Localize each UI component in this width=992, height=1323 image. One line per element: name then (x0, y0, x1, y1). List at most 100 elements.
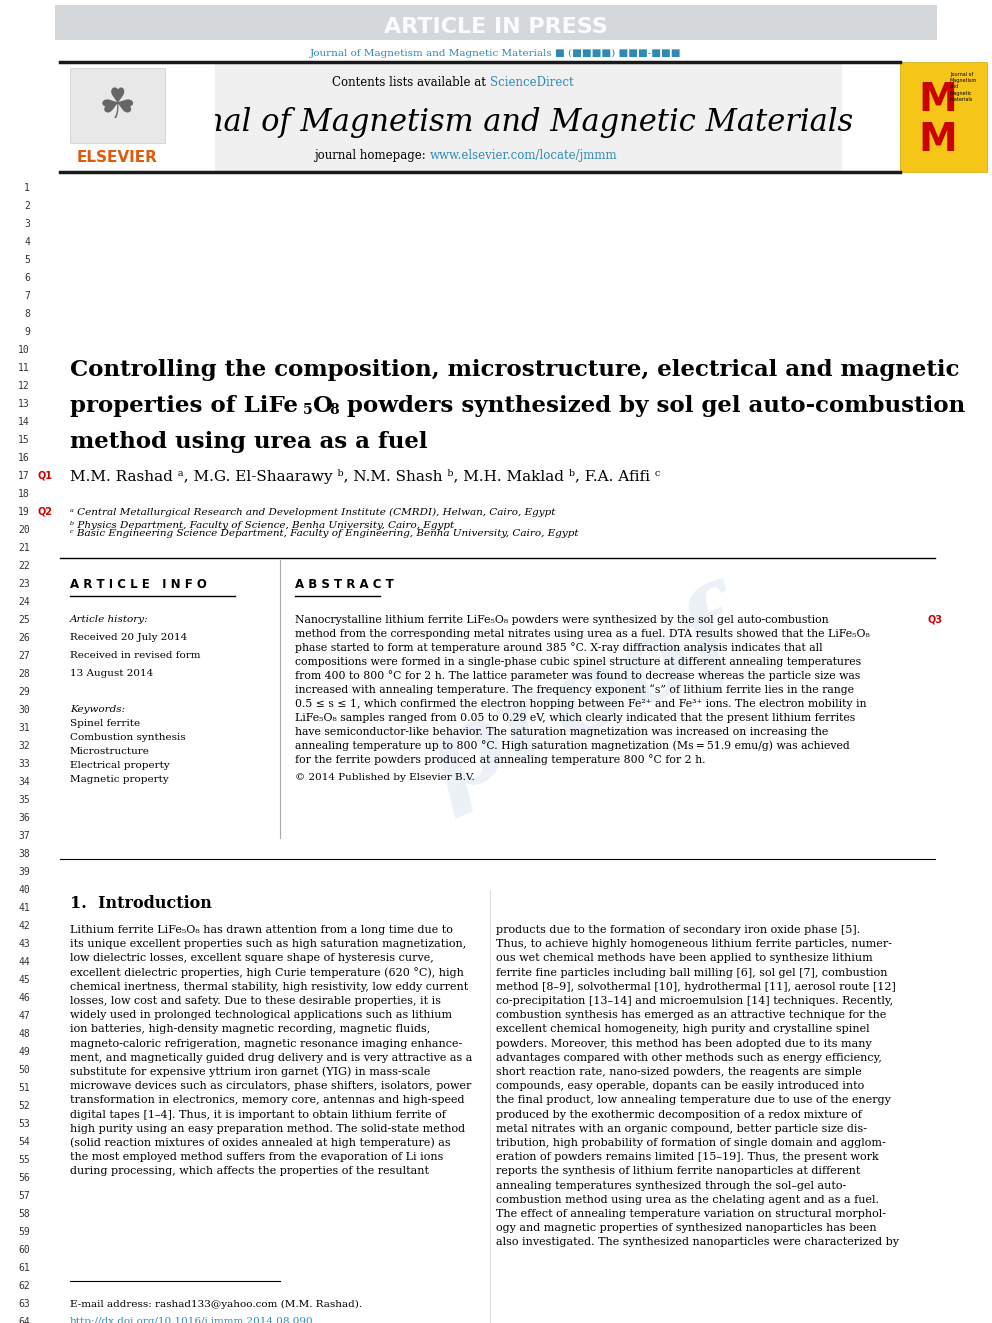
Text: 7: 7 (24, 291, 30, 302)
Text: 49: 49 (18, 1046, 30, 1057)
Text: M.M. Rashad ᵃ, M.G. El-Shaarawy ᵇ, N.M. Shash ᵇ, M.H. Maklad ᵇ, F.A. Afifi ᶜ: M.M. Rashad ᵃ, M.G. El-Shaarawy ᵇ, N.M. … (70, 468, 660, 483)
Text: excellent chemical homogeneity, high purity and crystalline spinel: excellent chemical homogeneity, high pur… (496, 1024, 870, 1035)
Text: 54: 54 (18, 1136, 30, 1147)
Bar (55, 5, 937, 40)
Text: 1.  Introduction: 1. Introduction (70, 894, 212, 912)
Text: M: M (918, 81, 956, 119)
Text: digital tapes [1–4]. Thus, it is important to obtain lithium ferrite of: digital tapes [1–4]. Thus, it is importa… (70, 1110, 445, 1119)
Text: also investigated. The synthesized nanoparticles were characterized by: also investigated. The synthesized nanop… (496, 1237, 899, 1248)
Text: ☘: ☘ (98, 85, 136, 127)
Text: Keywords:: Keywords: (70, 705, 125, 714)
Text: 64: 64 (18, 1316, 30, 1323)
Text: 42: 42 (18, 921, 30, 931)
Text: 24: 24 (18, 597, 30, 607)
Text: the most employed method suffers from the evaporation of Li ions: the most employed method suffers from th… (70, 1152, 443, 1162)
Text: microwave devices such as circulators, phase shifters, isolators, power: microwave devices such as circulators, p… (70, 1081, 471, 1091)
Text: Magnetic property: Magnetic property (70, 775, 169, 785)
Text: Lithium ferrite LiFe₅O₈ has drawn attention from a long time due to: Lithium ferrite LiFe₅O₈ has drawn attent… (70, 925, 453, 935)
Text: increased with annealing temperature. The frequency exponent “s” of lithium ferr: increased with annealing temperature. Th… (295, 684, 854, 696)
Text: 10: 10 (18, 345, 30, 355)
Text: proof: proof (407, 581, 753, 819)
Text: compositions were formed in a single-phase cubic spinel structure at different a: compositions were formed in a single-pha… (295, 658, 861, 667)
Text: O: O (313, 396, 333, 417)
Text: 30: 30 (18, 705, 30, 714)
Text: properties of LiFe: properties of LiFe (70, 396, 298, 417)
Text: 15: 15 (18, 435, 30, 445)
Text: 39: 39 (18, 867, 30, 877)
Text: ion batteries, high-density magnetic recording, magnetic fluids,: ion batteries, high-density magnetic rec… (70, 1024, 431, 1035)
Text: for the ferrite powders produced at annealing temperature 800 °C for 2 h.: for the ferrite powders produced at anne… (295, 754, 705, 766)
Text: 22: 22 (18, 561, 30, 572)
Text: 27: 27 (18, 651, 30, 662)
Text: tribution, high probability of formation of single domain and agglom-: tribution, high probability of formation… (496, 1138, 886, 1148)
Text: 35: 35 (18, 795, 30, 804)
Text: widely used in prolonged technological applications such as lithium: widely used in prolonged technological a… (70, 1011, 452, 1020)
Text: Journal of Magnetism and Magnetic Materials: Journal of Magnetism and Magnetic Materi… (139, 106, 853, 138)
Text: Thus, to achieve highly homogeneous lithium ferrite particles, numer-: Thus, to achieve highly homogeneous lith… (496, 939, 892, 949)
Text: ous wet chemical methods have been applied to synthesize lithium: ous wet chemical methods have been appli… (496, 954, 873, 963)
Text: 13: 13 (18, 400, 30, 409)
Text: Received in revised form: Received in revised form (70, 651, 200, 660)
Text: E-mail address: rashad133@yahoo.com (M.M. Rashad).: E-mail address: rashad133@yahoo.com (M.M… (70, 1299, 362, 1308)
Text: 26: 26 (18, 632, 30, 643)
Text: 43: 43 (18, 939, 30, 949)
Text: 32: 32 (18, 741, 30, 751)
Text: 25: 25 (18, 615, 30, 624)
Text: 47: 47 (18, 1011, 30, 1021)
Text: LiFe₅O₈ samples ranged from 0.05 to 0.29 eV, which clearly indicated that the pr: LiFe₅O₈ samples ranged from 0.05 to 0.29… (295, 713, 855, 722)
Bar (900, 62, 987, 172)
Bar (70, 67, 165, 143)
Text: Spinel ferrite: Spinel ferrite (70, 720, 140, 729)
Text: ment, and magnetically guided drug delivery and is very attractive as a: ment, and magnetically guided drug deliv… (70, 1053, 472, 1062)
Text: method using urea as a fuel: method using urea as a fuel (70, 431, 428, 452)
Text: the final product, low annealing temperature due to use of the energy: the final product, low annealing tempera… (496, 1095, 891, 1106)
Text: annealing temperature up to 800 °C. High saturation magnetization (Ms = 51.9 emu: annealing temperature up to 800 °C. High… (295, 741, 850, 751)
Text: 4: 4 (24, 237, 30, 247)
Text: method [8–9], solvothermal [10], hydrothermal [11], aerosol route [12]: method [8–9], solvothermal [10], hydroth… (496, 982, 896, 992)
Text: Journal of
Magnetism
and
Magnetic
materials: Journal of Magnetism and Magnetic materi… (950, 71, 977, 102)
Text: powders synthesized by sol gel auto-combustion: powders synthesized by sol gel auto-comb… (339, 396, 965, 417)
Text: chemical inertness, thermal stability, high resistivity, low eddy current: chemical inertness, thermal stability, h… (70, 982, 468, 992)
Text: 55: 55 (18, 1155, 30, 1166)
Text: 11: 11 (18, 363, 30, 373)
Text: A B S T R A C T: A B S T R A C T (295, 578, 394, 590)
Text: 1: 1 (24, 183, 30, 193)
Text: 16: 16 (18, 452, 30, 463)
Text: 59: 59 (18, 1226, 30, 1237)
Text: have semiconductor-like behavior. The saturation magnetization was increased on : have semiconductor-like behavior. The sa… (295, 728, 828, 737)
Text: 33: 33 (18, 759, 30, 769)
Bar (60, 62, 842, 172)
Text: The effect of annealing temperature variation on structural morphol-: The effect of annealing temperature vari… (496, 1209, 886, 1218)
Text: http://dx.doi.org/10.1016/j.jmmm.2014.08.090: http://dx.doi.org/10.1016/j.jmmm.2014.08… (70, 1318, 313, 1323)
Text: Q3: Q3 (927, 615, 942, 624)
Text: during processing, which affects the properties of the resultant: during processing, which affects the pro… (70, 1167, 429, 1176)
Text: 9: 9 (24, 327, 30, 337)
Text: 5: 5 (303, 404, 312, 417)
Text: Received 20 July 2014: Received 20 July 2014 (70, 634, 187, 643)
Text: 8: 8 (24, 310, 30, 319)
Text: 37: 37 (18, 831, 30, 841)
Text: 17: 17 (18, 471, 30, 482)
Text: 3: 3 (24, 220, 30, 229)
Text: 41: 41 (18, 904, 30, 913)
Text: 8: 8 (329, 404, 338, 417)
Text: 13 August 2014: 13 August 2014 (70, 669, 153, 679)
Text: compounds, easy operable, dopants can be easily introduced into: compounds, easy operable, dopants can be… (496, 1081, 864, 1091)
Text: eration of powders remains limited [15–19]. Thus, the present work: eration of powders remains limited [15–1… (496, 1152, 879, 1162)
Text: advantages compared with other methods such as energy efficiency,: advantages compared with other methods s… (496, 1053, 882, 1062)
Text: reports the synthesis of lithium ferrite nanoparticles at different: reports the synthesis of lithium ferrite… (496, 1167, 860, 1176)
Text: combustion synthesis has emerged as an attractive technique for the: combustion synthesis has emerged as an a… (496, 1011, 887, 1020)
Text: 34: 34 (18, 777, 30, 787)
Text: 36: 36 (18, 814, 30, 823)
Text: 12: 12 (18, 381, 30, 392)
Text: 20: 20 (18, 525, 30, 534)
Text: ScienceDirect: ScienceDirect (490, 75, 573, 89)
Text: phase started to form at temperature around 385 °C. X-ray diffraction analysis i: phase started to form at temperature aro… (295, 643, 822, 654)
Text: produced by the exothermic decomposition of a redox mixture of: produced by the exothermic decomposition… (496, 1110, 862, 1119)
Text: method from the corresponding metal nitrates using urea as a fuel. DTA results s: method from the corresponding metal nitr… (295, 628, 870, 639)
Text: Contents lists available at: Contents lists available at (332, 75, 490, 89)
Text: ELSEVIER: ELSEVIER (76, 151, 158, 165)
Text: 19: 19 (18, 507, 30, 517)
Text: co-precipitation [13–14] and microemulsion [14] techniques. Recently,: co-precipitation [13–14] and microemulsi… (496, 996, 893, 1005)
Text: losses, low cost and safety. Due to these desirable properties, it is: losses, low cost and safety. Due to thes… (70, 996, 441, 1005)
